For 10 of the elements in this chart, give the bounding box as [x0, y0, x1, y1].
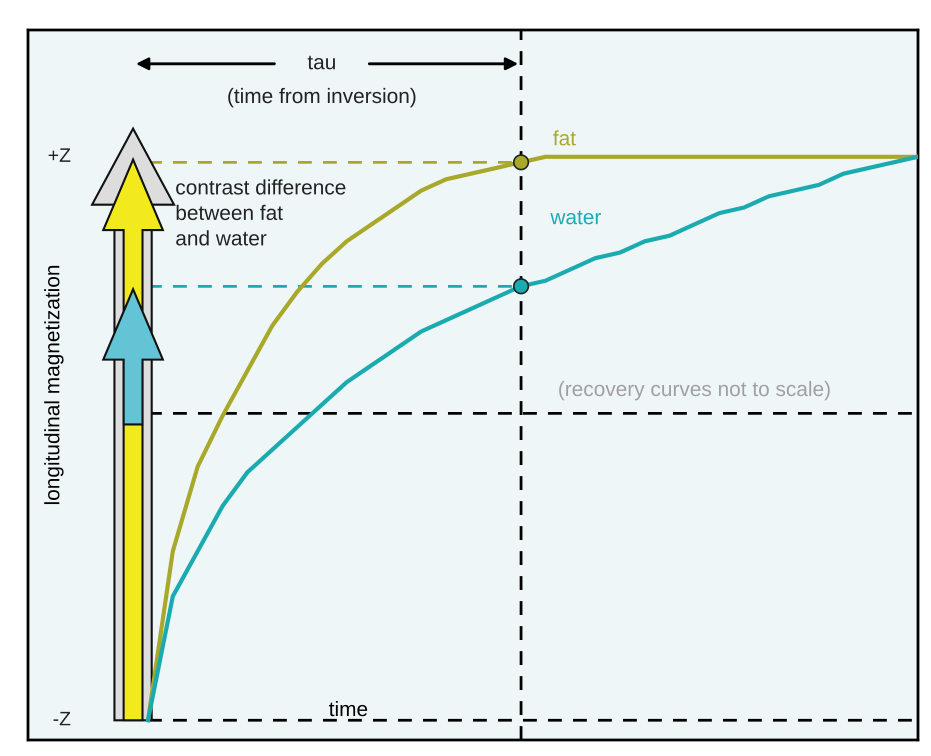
- text: -Z: [53, 712, 70, 726]
- text: (time from inversion): [228, 88, 416, 108]
- text: +Z: [48, 148, 70, 162]
- annotation: (recovery curves not to scale): [559, 380, 830, 400]
- y-axis-title: longitudinal magnetization: [44, 266, 64, 504]
- x-axis-title: time: [329, 700, 368, 716]
- annotation: contrast difference between fat and water: [176, 179, 346, 246]
- text: tau: [308, 56, 335, 70]
- series-label: water: [550, 210, 601, 224]
- series-label: fat: [553, 130, 576, 146]
